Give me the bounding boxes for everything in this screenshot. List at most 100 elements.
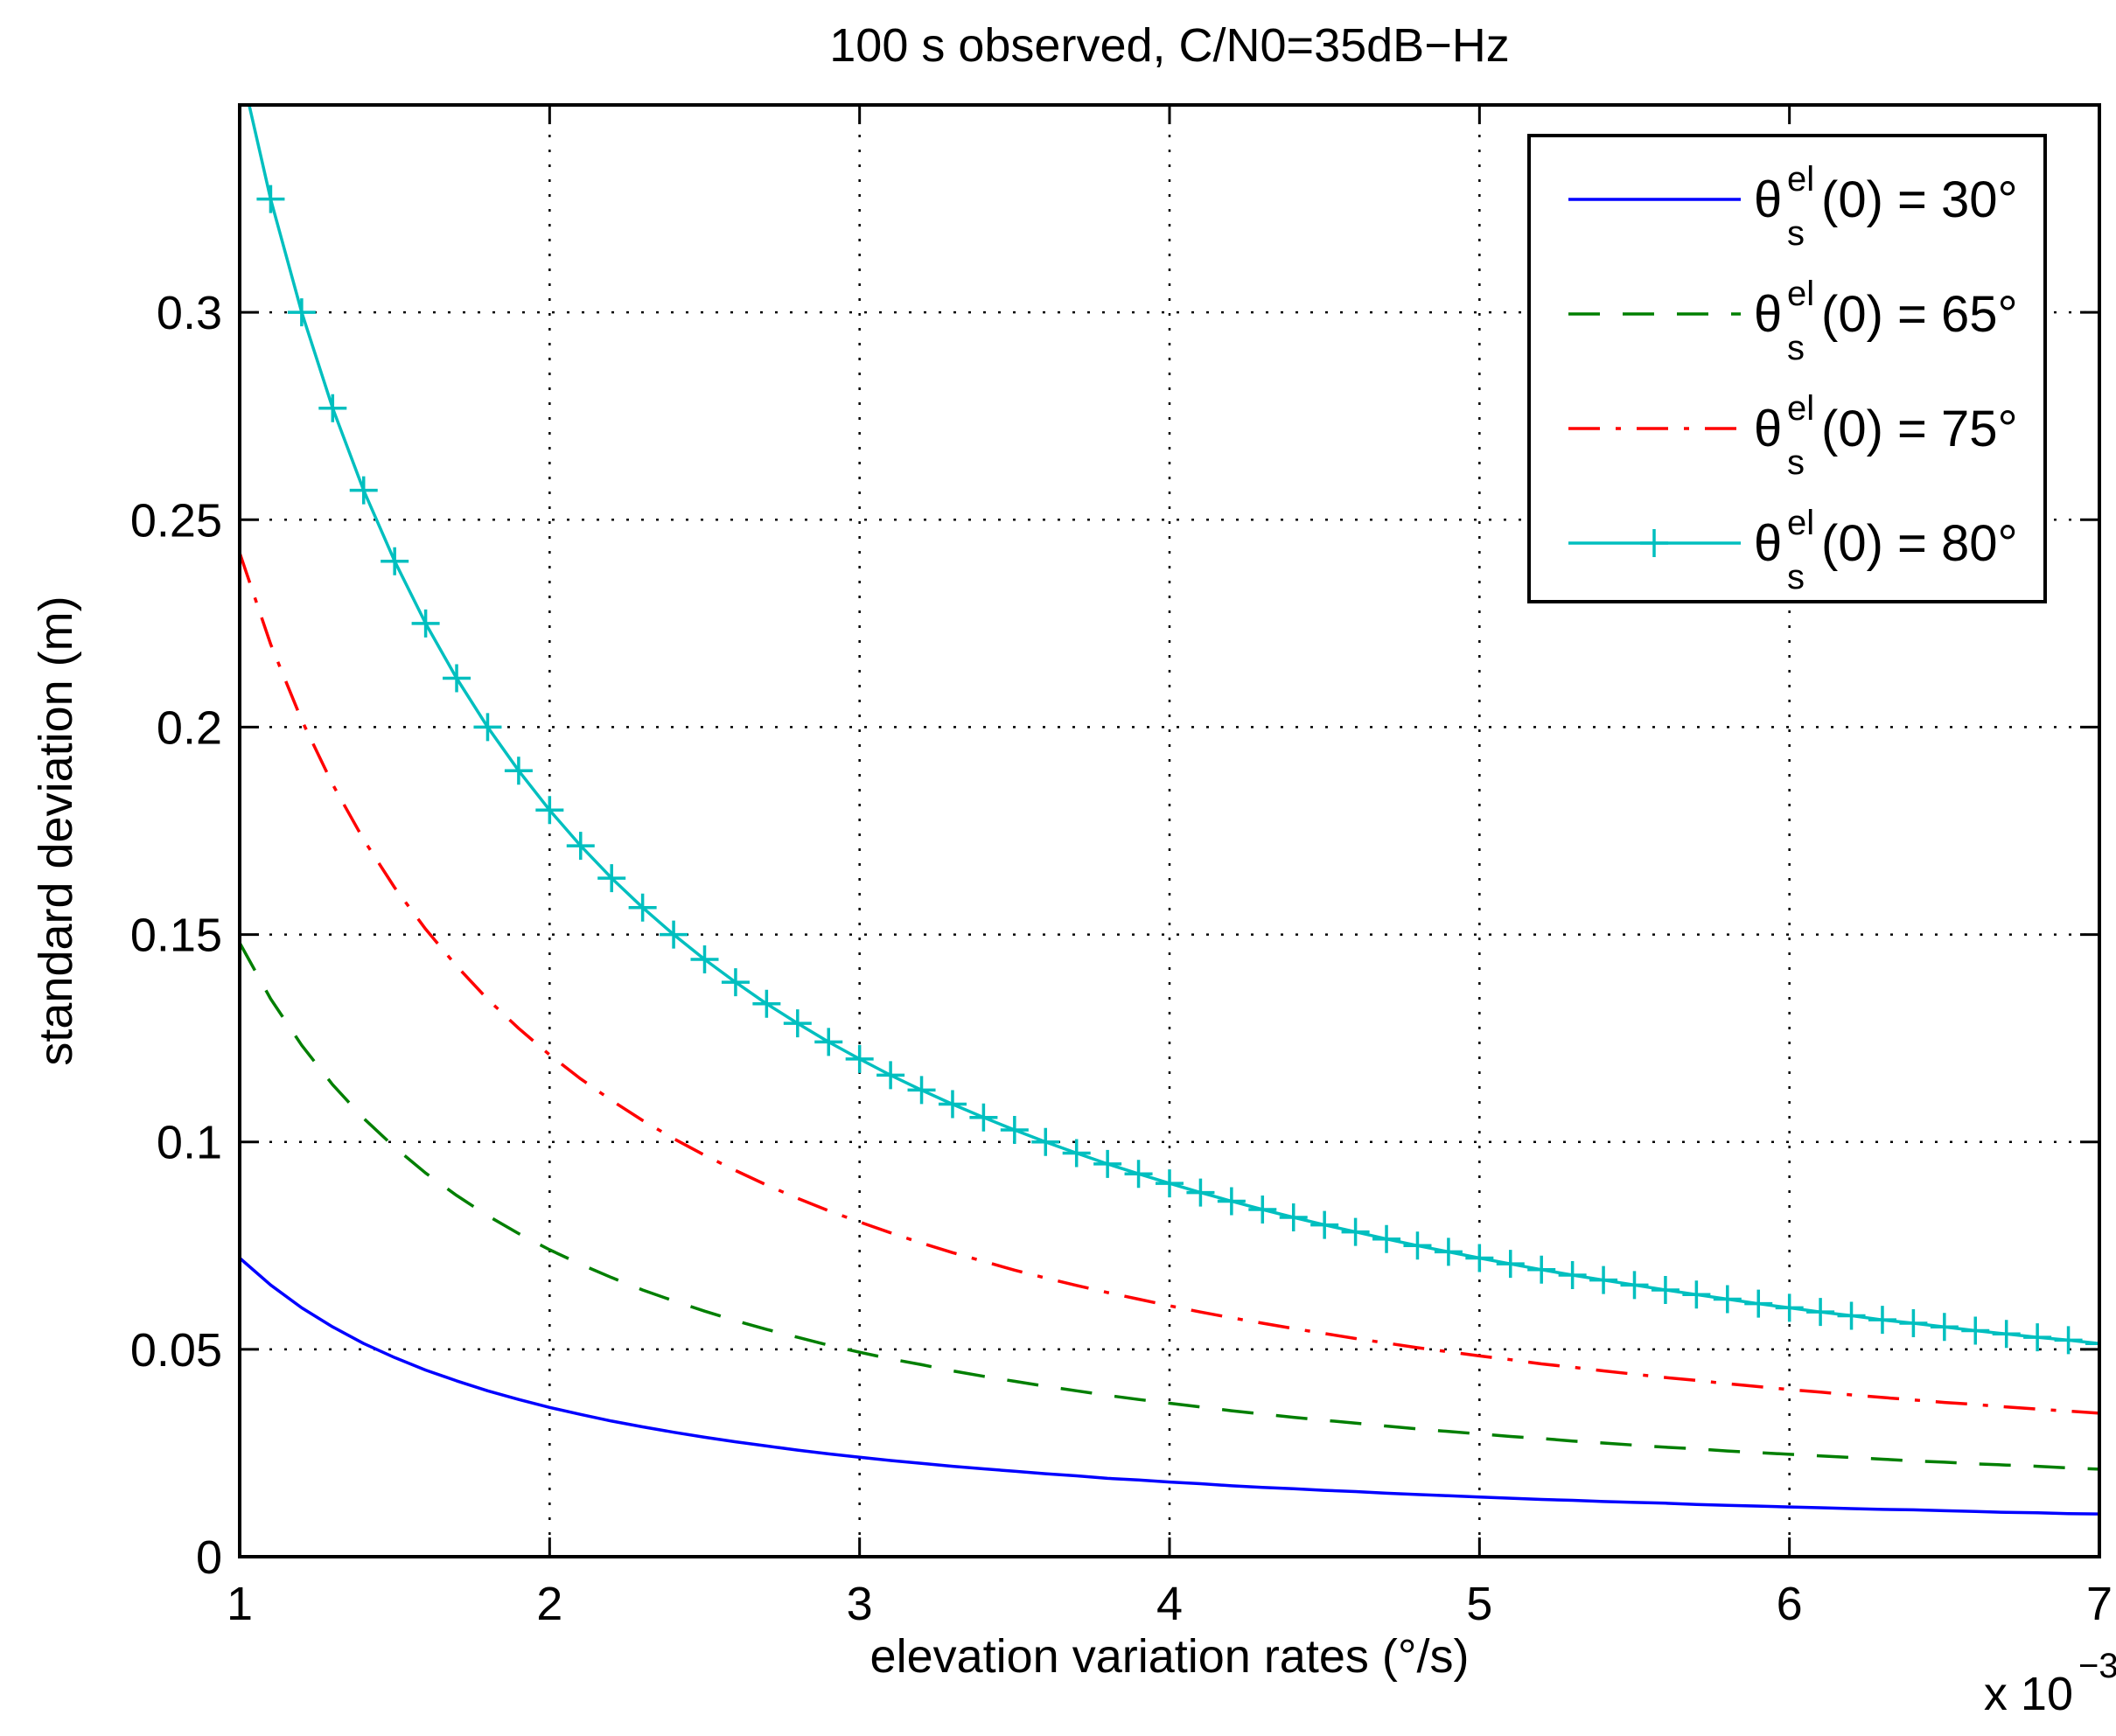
data-point-marker xyxy=(566,832,595,861)
data-point-marker xyxy=(1156,1169,1184,1198)
legend-box xyxy=(1527,134,2047,603)
data-point-marker xyxy=(1992,1320,2021,1349)
data-point-marker xyxy=(381,547,409,575)
data-point-marker xyxy=(1093,1149,1122,1178)
legend-subscript: s xyxy=(1787,443,1805,482)
data-point-marker xyxy=(1217,1187,1246,1216)
data-point-marker xyxy=(1279,1203,1308,1232)
legend-theta-symbol: θ xyxy=(1754,401,1782,457)
x-tick-label: 4 xyxy=(1156,1578,1183,1630)
legend-superscript: el xyxy=(1787,389,1814,428)
data-point-marker xyxy=(443,664,471,693)
data-point-marker xyxy=(1124,1160,1153,1189)
legend: θ els(0) = 30°θ els(0) = 65°θ els(0) = 75°θ… xyxy=(1527,134,2047,603)
data-point-marker xyxy=(1031,1127,1060,1156)
legend-subscript: s xyxy=(1787,214,1805,253)
series-line-65 xyxy=(240,942,2099,1471)
data-point-marker xyxy=(1961,1316,1990,1345)
data-point-marker xyxy=(969,1103,998,1132)
x-multiplier-base: x 10 xyxy=(1984,1668,2073,1720)
data-point-marker xyxy=(628,893,657,922)
legend-superscript: el xyxy=(1787,275,1814,313)
legend-marker xyxy=(1640,529,1668,557)
data-point-marker xyxy=(1589,1265,1618,1294)
data-point-marker xyxy=(1496,1250,1525,1279)
y-tick-label: 0.2 xyxy=(157,701,222,754)
data-point-marker xyxy=(1682,1280,1711,1309)
y-axis-label: standard deviation (m) xyxy=(30,596,82,1065)
data-point-marker xyxy=(318,394,347,422)
data-point-marker xyxy=(1930,1313,1959,1342)
data-point-marker xyxy=(1806,1298,1835,1327)
data-point-marker xyxy=(1341,1217,1370,1246)
y-tick-label: 0.3 xyxy=(157,287,222,339)
legend-theta-symbol: θ xyxy=(1754,286,1782,343)
legend-subscript: s xyxy=(1787,329,1805,367)
series-layer xyxy=(240,105,2099,1516)
data-point-marker xyxy=(660,920,688,949)
data-point-marker xyxy=(287,298,316,327)
x-tick-label: 6 xyxy=(1777,1578,1803,1630)
data-point-marker xyxy=(1868,1306,1896,1335)
x-tick-label: 7 xyxy=(2086,1578,2113,1630)
data-point-marker xyxy=(1000,1115,1029,1144)
x-axis-label: elevation variation rates (°/s) xyxy=(870,1630,1470,1683)
data-point-marker xyxy=(1062,1139,1091,1168)
data-point-marker xyxy=(2085,1329,2099,1358)
data-point-marker xyxy=(535,796,564,825)
legend-label-80: (0) = 80° xyxy=(1821,515,2018,572)
y-tick-label: 0.25 xyxy=(130,494,222,547)
data-point-marker xyxy=(1310,1210,1339,1239)
legend-label-75: (0) = 75° xyxy=(1821,401,2018,457)
legend-superscript: el xyxy=(1787,160,1814,199)
data-point-marker xyxy=(1899,1308,1928,1337)
data-point-marker xyxy=(783,1009,812,1038)
data-point-marker xyxy=(1744,1289,1773,1318)
y-tick-label: 0.15 xyxy=(130,910,222,962)
axis-ticks: 1 2 3 4 5 6 7 0 0.05 0.1 0.15 0.2 0.25 0.3 xyxy=(130,105,2113,1630)
x-tick-label: 1 xyxy=(227,1578,253,1630)
x-multiplier-exponent: −3 xyxy=(2078,1647,2116,1685)
data-point-marker xyxy=(1465,1244,1494,1272)
data-point-marker xyxy=(907,1076,936,1105)
x-tick-label: 3 xyxy=(847,1578,873,1630)
data-point-marker xyxy=(1403,1231,1432,1260)
data-point-marker xyxy=(1372,1224,1401,1253)
data-point-marker xyxy=(411,609,440,638)
data-point-marker xyxy=(1775,1293,1804,1322)
data-point-marker xyxy=(504,756,533,785)
legend-theta-symbol: θ xyxy=(1754,171,1782,228)
y-tick-label: 0 xyxy=(196,1531,222,1584)
data-point-marker xyxy=(690,945,719,974)
data-point-marker xyxy=(1620,1271,1649,1300)
data-point-marker xyxy=(814,1028,843,1056)
chart-title: 100 s observed, C/N0=35dB−Hz xyxy=(829,19,1509,72)
data-point-marker xyxy=(876,1061,905,1090)
legend-label-30: (0) = 30° xyxy=(1821,171,2018,228)
data-point-marker xyxy=(2023,1323,2052,1352)
x-tick-label: 5 xyxy=(1466,1578,1492,1630)
series-line-30 xyxy=(240,1257,2099,1516)
data-point-marker xyxy=(2054,1326,2083,1355)
data-point-marker xyxy=(1186,1178,1215,1207)
data-point-marker xyxy=(938,1090,967,1119)
legend-theta-symbol: θ xyxy=(1754,515,1782,572)
data-point-marker xyxy=(1248,1196,1277,1224)
x-tick-label: 2 xyxy=(536,1578,562,1630)
data-point-marker xyxy=(1837,1301,1866,1330)
legend-superscript: el xyxy=(1787,504,1814,542)
y-tick-label: 0.1 xyxy=(157,1117,222,1169)
data-point-marker xyxy=(349,476,378,505)
data-point-marker xyxy=(256,185,285,213)
data-point-marker xyxy=(721,968,750,997)
data-point-marker xyxy=(1713,1285,1742,1314)
legend-label-65: (0) = 65° xyxy=(1821,286,2018,343)
y-tick-label: 0.05 xyxy=(130,1324,222,1377)
data-point-marker xyxy=(845,1044,874,1073)
legend-subscript: s xyxy=(1787,558,1805,596)
data-point-marker xyxy=(473,713,502,742)
data-point-marker xyxy=(1651,1276,1680,1305)
data-point-marker xyxy=(752,989,781,1018)
